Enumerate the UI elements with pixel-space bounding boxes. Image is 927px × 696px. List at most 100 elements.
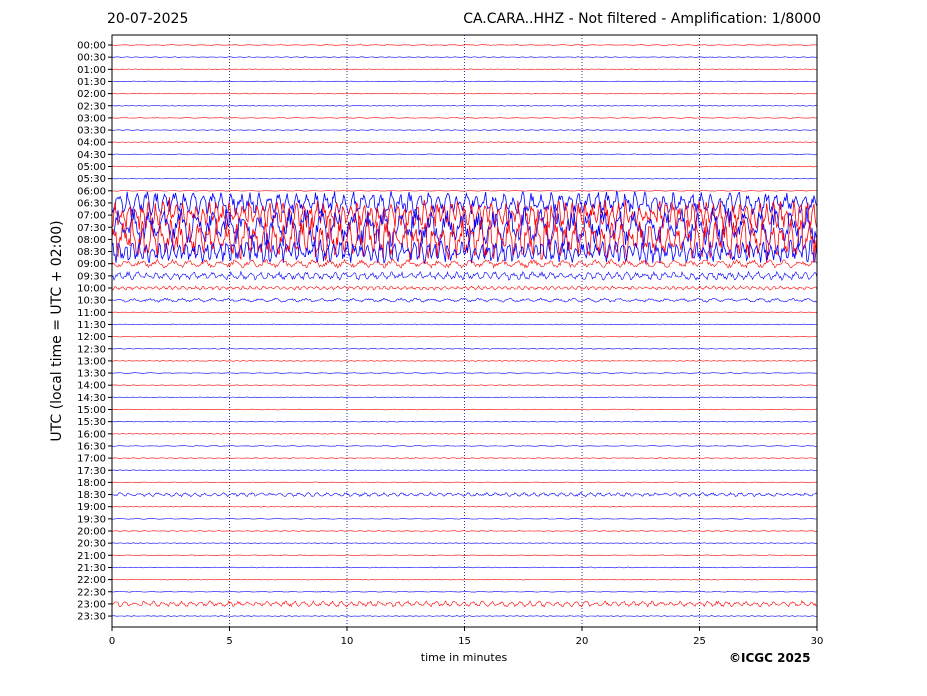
trace-line-2030 [111,542,818,544]
y-tick-label: 04:00 [77,138,106,149]
trace-line-1830 [111,491,818,498]
y-tick-label: 15:30 [77,417,106,428]
y-tick-label: 08:00 [77,235,106,246]
date-label: 20-07-2025 [107,11,189,27]
trace-line-1400 [111,384,818,386]
trace-lines [111,44,818,617]
y-tick-label: 00:30 [77,53,106,64]
trace-line-0900 [111,258,818,269]
x-tick-label: 20 [576,636,589,647]
trace-line-0100 [111,68,818,71]
y-tick-label: 23:00 [77,599,106,610]
y-tick-label: 07:30 [77,223,106,234]
trace-line-1200 [111,335,818,338]
y-tick-label: 13:30 [77,369,106,380]
trace-line-1130 [111,323,818,326]
y-tick-label: 17:00 [77,454,106,465]
y-tick-label: 03:30 [77,126,106,137]
y-tick-label: 13:00 [77,356,106,367]
trace-line-0130 [112,80,817,83]
y-tick-label: 14:30 [77,393,106,404]
trace-line-2100 [111,554,818,557]
trace-line-0500 [111,165,818,168]
trace-line-1030 [111,297,818,303]
y-tick-label: 23:30 [77,612,106,623]
y-tick-label: 07:00 [77,211,106,222]
y-tick-label: 02:30 [77,101,106,112]
trace-line-0430 [111,153,818,156]
trace-line-1700 [111,457,818,459]
trace-line-0300 [111,117,817,119]
x-tick-label: 25 [693,636,706,647]
trace-line-0930 [111,270,818,281]
trace-line-1330 [111,372,818,374]
trace-line-0330 [111,129,818,131]
y-tick-label: 01:00 [77,65,106,76]
y-tick-label: 17:30 [77,466,106,477]
y-tick-label: 01:30 [77,77,106,88]
y-tick-label: 20:00 [77,527,106,538]
y-tick-label: 20:30 [77,539,106,550]
y-tick-label: 22:00 [77,575,106,586]
y-tick-label: 03:00 [77,113,106,124]
y-tick-label: 04:30 [77,150,106,161]
x-tick-label: 15 [458,636,471,647]
x-tick-label: 0 [109,636,115,647]
x-axis-ticks: 0 5 10 15 20 25 30 [109,627,824,647]
trace-line-0200 [111,92,818,95]
y-tick-label: 00:00 [77,41,106,52]
plot-frame [111,34,818,628]
trace-line-1000 [111,285,818,291]
trace-line-0730 [111,207,818,248]
trace-line-0700 [111,196,818,231]
trace-line-2300 [111,600,818,608]
y-tick-label: 11:00 [77,308,106,319]
trace-line-0830 [111,239,818,265]
trace-line-2000 [111,530,818,532]
trace-line-0400 [111,141,817,143]
y-tick-label: 02:00 [77,89,106,100]
y-axis-label: UTC (local time = UTC + 02:00) [49,220,65,442]
y-tick-label: 15:00 [77,405,106,416]
trace-line-1900 [112,505,817,508]
y-tick-label: 09:30 [77,271,106,282]
y-tick-label: 06:30 [77,198,106,209]
y-tick-label: 19:30 [77,514,106,525]
y-tick-label: 21:30 [77,563,106,574]
chart-title: CA.CARA..HHZ - Not filtered - Amplificat… [463,11,821,27]
copyright-credit: ©ICGC 2025 [729,651,811,665]
trace-line-0030 [111,56,817,58]
trace-line-0530 [111,177,818,180]
trace-line-1530 [112,420,818,423]
y-tick-label: 06:00 [77,186,106,197]
y-tick-label: 05:30 [77,174,106,185]
trace-line-2130 [112,566,818,569]
trace-line-1100 [111,311,818,314]
y-tick-label: 21:00 [77,551,106,562]
y-tick-label: 05:00 [77,162,106,173]
x-tick-label: 30 [811,636,824,647]
trace-line-1430 [112,396,818,399]
trace-line-1800 [112,481,818,484]
trace-line-1730 [111,469,818,472]
y-tick-label: 16:00 [77,429,106,440]
trace-line-1230 [111,347,818,350]
trace-line-2230 [111,590,818,593]
y-tick-label: 10:30 [77,296,106,307]
y-tick-label: 09:00 [77,259,106,270]
y-tick-label: 11:30 [77,320,106,331]
trace-line-1500 [112,408,817,411]
y-tick-label: 16:30 [77,441,106,452]
y-tick-label: 12:00 [77,332,106,343]
trace-line-1630 [112,445,818,447]
trace-line-2330 [111,615,818,617]
trace-line-0630 [111,189,818,217]
x-tick-label: 5 [226,636,232,647]
y-tick-label: 18:30 [77,490,106,501]
trace-line-0230 [111,104,818,107]
x-axis-label: time in minutes [420,651,508,664]
trace-line-0800 [111,217,818,262]
trace-line-1600 [111,433,818,435]
